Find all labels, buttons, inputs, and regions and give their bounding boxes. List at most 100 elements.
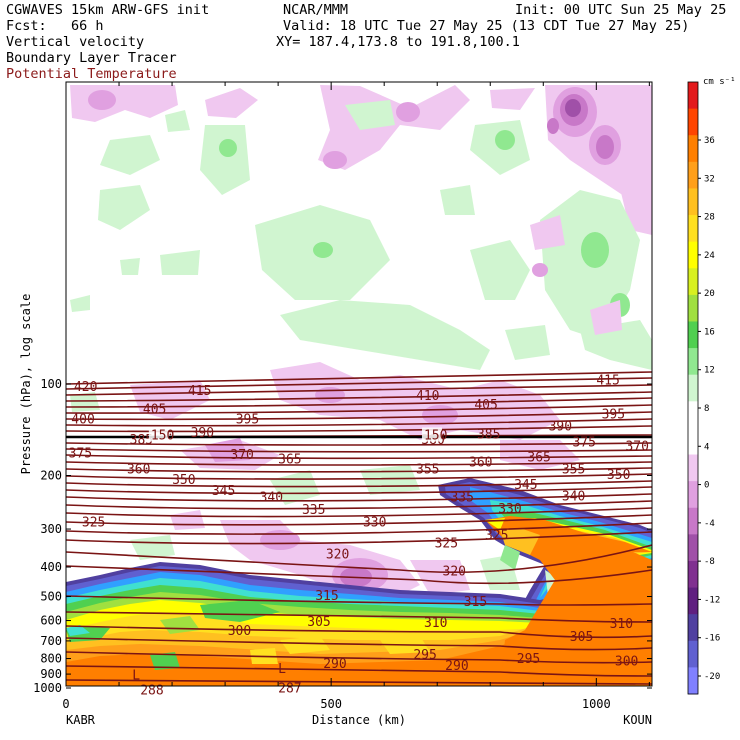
theta-label: 345 — [514, 478, 537, 493]
colorbar-swatch — [688, 268, 698, 296]
theta-label: 290 — [323, 657, 346, 672]
x-tick-label: 1000 — [582, 697, 611, 711]
colorbar-swatch — [688, 560, 698, 589]
colorbar-swatch — [688, 401, 698, 429]
theta-label: 385 — [477, 428, 500, 443]
theta-label: 315 — [464, 595, 487, 610]
theta-label: 325 — [485, 529, 508, 544]
theta-label: 305 — [307, 615, 330, 630]
colorbar-label: 12 — [704, 366, 715, 376]
field-boundary-layer-tracer: Boundary Layer Tracer — [6, 50, 177, 66]
colorbar-label: 36 — [704, 136, 715, 146]
colorbar-label: 24 — [704, 251, 715, 261]
theta-label: 345 — [212, 484, 235, 499]
colorbar-swatch — [688, 454, 698, 482]
colorbar-swatch — [688, 321, 698, 349]
colorbar-swatch — [688, 241, 698, 269]
colorbar: 36 32 28 24 20 16 12 8 4 0 -4 -8 -12 -16 -20 — [687, 81, 720, 695]
colorbar-swatch — [688, 481, 698, 509]
theta-label: L — [278, 662, 286, 677]
colorbar-swatch — [688, 587, 698, 615]
theta-label: 375 — [572, 435, 595, 450]
y-tick-label: 200 — [40, 469, 62, 483]
init-time: Init: 00 UTC Sun 25 May 25 — [515, 2, 727, 18]
theta-label: 325 — [435, 537, 458, 552]
theta-label: 335 — [302, 503, 325, 518]
theta-label-bg — [148, 427, 169, 442]
colorbar-label: 32 — [704, 174, 715, 184]
colorbar-swatch — [688, 135, 698, 163]
theta-label: 365 — [278, 453, 301, 468]
theta-label: 150 — [424, 429, 447, 444]
theta-label: 360 — [469, 456, 492, 471]
theta-label: 390 — [549, 419, 572, 434]
theta-label: 310 — [424, 616, 447, 631]
theta-label: 405 — [474, 398, 497, 413]
theta-label: 350 — [172, 473, 195, 488]
theta-label: 355 — [562, 462, 585, 477]
y-tick-label: 900 — [40, 667, 62, 681]
theta-labels: 420 415 410 415 405 405 400 395 390 390 395 385 385 3… — [69, 374, 649, 699]
colorbar-swatch — [688, 507, 698, 535]
theta-label: 350 — [607, 468, 630, 483]
theta-label: 420 — [74, 380, 97, 395]
colorbar-label: 0 — [704, 481, 709, 491]
y-tick-label: 700 — [40, 634, 62, 648]
theta-label: 335 — [450, 491, 473, 506]
cross-section-endpoints: XY= 187.4,173.8 to 191.8,100.1 — [276, 34, 520, 50]
x-tick-label: 500 — [320, 697, 342, 711]
theta-label: 375 — [69, 447, 92, 462]
theta-label: 395 — [602, 408, 625, 423]
theta-label: 330 — [363, 516, 386, 531]
field-potential-temperature: Potential Temperature — [6, 66, 177, 82]
colorbar-label: -12 — [704, 595, 720, 605]
theta-label: 415 — [596, 374, 619, 389]
theta-label: 415 — [188, 384, 211, 399]
theta-label: 320 — [326, 548, 349, 563]
colorbar-swatch — [688, 374, 698, 402]
model-title: CGWAVES 15km ARW-GFS init — [6, 2, 210, 18]
colorbar-swatch — [688, 534, 698, 562]
theta-label: 390 — [191, 426, 214, 441]
colorbar-swatch — [688, 82, 698, 110]
colorbar-swatch — [688, 427, 698, 456]
x-axis-label: Distance (km) — [312, 713, 406, 727]
theta-contours — [66, 371, 652, 685]
colorbar-swatch — [688, 188, 698, 216]
theta-label: 370 — [625, 440, 648, 455]
valid-time: Valid: 18 UTC Tue 27 May 25 (13 CDT Tue … — [283, 18, 690, 34]
colorbar-label: -8 — [704, 557, 715, 567]
theta-label-bg — [421, 427, 442, 442]
theta-label: 395 — [236, 413, 259, 428]
forecast-hour: Fcst: 66 h — [6, 18, 104, 34]
x-tick-label: 0 — [62, 697, 69, 711]
theta-label: 340 — [562, 489, 585, 504]
field-vertical-velocity: Vertical velocity — [6, 34, 145, 50]
theta-label: 355 — [416, 462, 439, 477]
theta-label: 300 — [228, 624, 251, 639]
theta-label: 370 — [230, 448, 253, 463]
theta-label: 385 — [130, 433, 153, 448]
colorbar-label: 16 — [704, 327, 715, 337]
colorbar-swatch — [688, 108, 698, 136]
shaded-fields — [66, 85, 652, 686]
organization-label: NCAR/MMM — [283, 2, 349, 18]
colorbar-label: 8 — [704, 404, 709, 414]
colorbar-label: 28 — [704, 213, 715, 223]
colorbar-swatch — [688, 348, 698, 376]
theta-label: 295 — [517, 652, 540, 667]
colorbar-label: 4 — [704, 442, 709, 452]
left-endpoint-label: KABR — [66, 713, 96, 727]
colorbar-frame — [687, 81, 699, 695]
colorbar-swatch — [688, 215, 698, 243]
y-tick-label: 1000 — [33, 681, 62, 695]
theta-label: 320 — [443, 564, 466, 579]
colorbar-swatch — [688, 667, 698, 695]
theta-label: 290 — [445, 659, 468, 674]
theta-label: 360 — [127, 462, 150, 477]
theta-label: L — [132, 669, 140, 684]
y-tick-label: 400 — [40, 560, 62, 574]
theta-label: 300 — [615, 654, 638, 669]
